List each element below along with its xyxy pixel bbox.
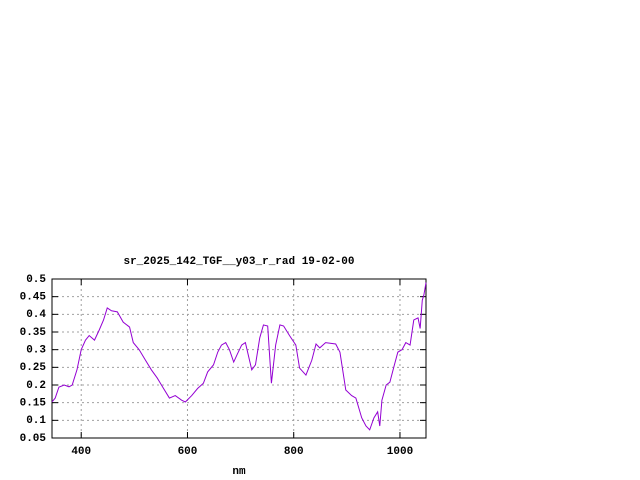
y-tick-label: 0.5 <box>26 274 46 286</box>
x-tick-label: 400 <box>71 446 91 458</box>
y-tick-label: 0.4 <box>26 309 46 321</box>
y-tick-label: 0.45 <box>20 292 47 304</box>
data-line <box>51 282 427 431</box>
x-tick-label: 800 <box>284 446 304 458</box>
y-tick-label: 0.3 <box>26 345 46 357</box>
x-tick-label: 1000 <box>387 446 413 458</box>
plot-frame <box>51 278 427 439</box>
y-tick-label: 0.05 <box>20 433 47 445</box>
x-axis-label: nm <box>232 466 246 478</box>
x-tick-label: 600 <box>178 446 198 458</box>
y-tick-label: 0.2 <box>26 380 46 392</box>
y-tick-label: 0.15 <box>20 398 47 410</box>
y-tick-label: 0.35 <box>20 327 47 339</box>
chart-title: sr_2025_142_TGF__y03_r_rad 19-02-00 <box>123 256 354 268</box>
y-tick-label: 0.25 <box>20 362 47 374</box>
y-tick-label: 0.1 <box>26 415 46 427</box>
